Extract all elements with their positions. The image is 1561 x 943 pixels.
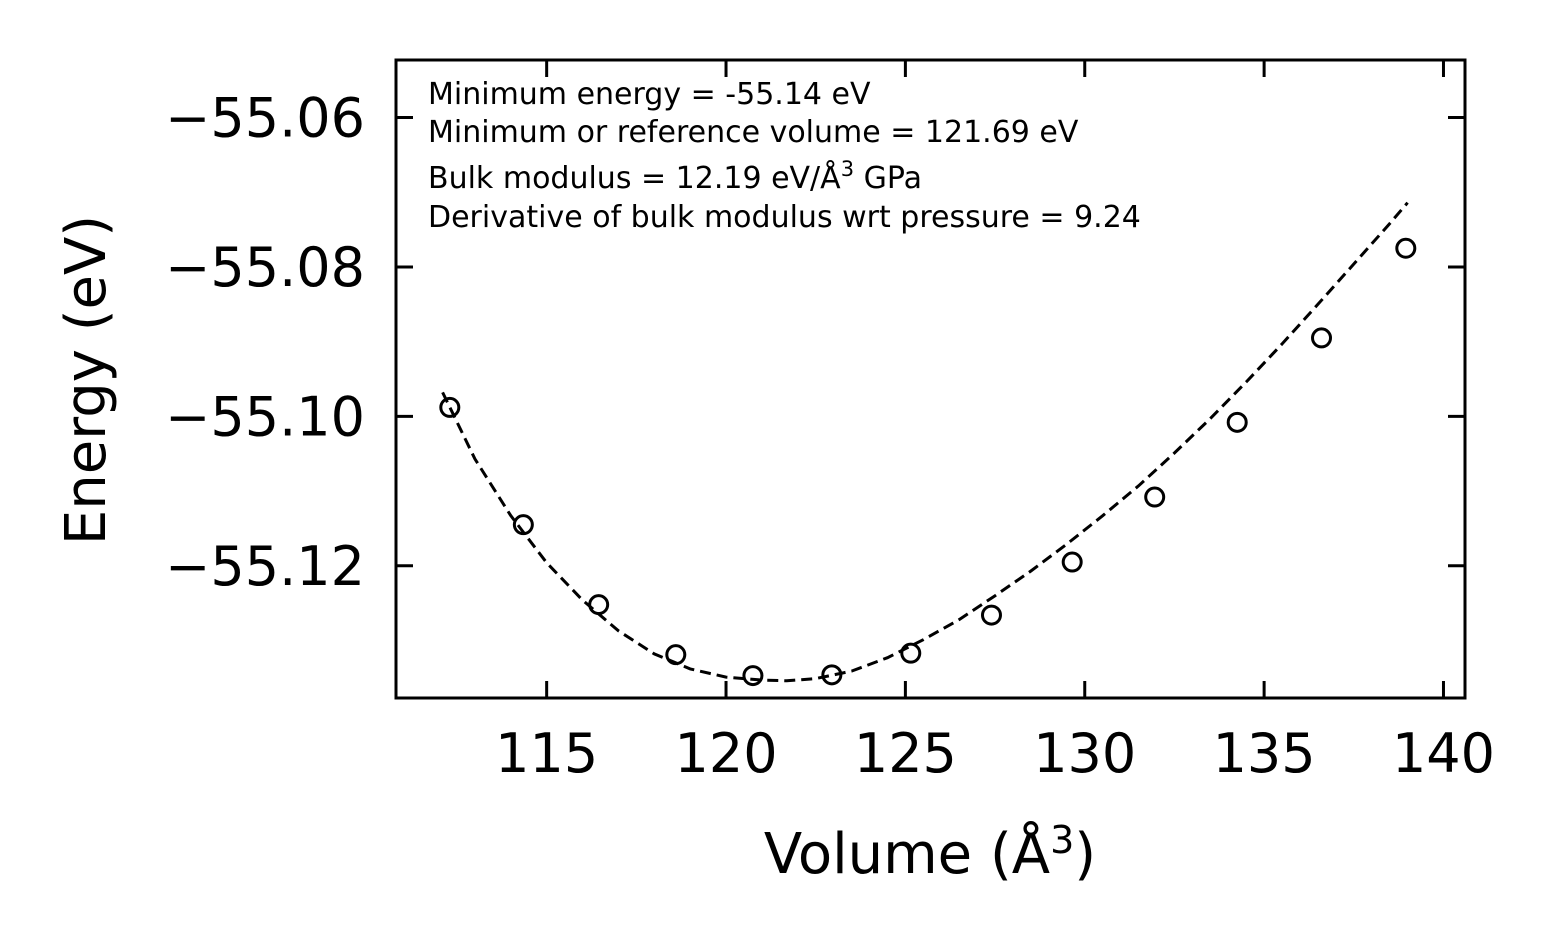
data-point	[821, 664, 843, 686]
annotation-bulk-modulus-sup: 3	[841, 157, 854, 181]
data-point	[1144, 486, 1166, 508]
data-point	[512, 514, 534, 536]
data-point	[1226, 411, 1248, 433]
y-tick-label: −55.10	[165, 385, 365, 448]
annotation-min-energy: Minimum energy = -55.14 eV	[428, 77, 871, 112]
x-tick-label: 135	[1213, 722, 1316, 785]
x-tick-label: 125	[854, 722, 957, 785]
x-tick-labels: 115 120 125 130 135 140	[495, 722, 1495, 785]
annotation-bulk-modulus-text: Bulk modulus = 12.19 eV/Å	[428, 160, 841, 196]
data-point	[980, 604, 1002, 626]
plot-frame	[394, 58, 1467, 700]
x-tick-label: 120	[674, 722, 777, 785]
data-point	[1311, 327, 1333, 349]
x-tick-label: 115	[495, 722, 598, 785]
x-axis-title: Volume (Å3)	[764, 818, 1096, 887]
data-point	[1061, 551, 1083, 573]
x-tick-label: 140	[1392, 722, 1495, 785]
data-point	[588, 594, 610, 616]
y-axis-title: Energy (eV)	[54, 215, 119, 545]
x-axis-title-text: Volume (Å	[764, 821, 1050, 887]
annotation-bulk-modulus-unit: GPa	[854, 161, 922, 196]
data-point	[742, 665, 764, 687]
data-point	[1395, 237, 1417, 259]
data-points	[439, 237, 1417, 687]
data-point	[665, 644, 687, 666]
y-tick-label: −55.08	[165, 236, 365, 299]
x-axis-title-suffix: )	[1074, 822, 1096, 887]
y-tick-labels: −55.06 −55.08 −55.10 −55.12	[165, 87, 365, 598]
fit-curve	[441, 201, 1409, 683]
y-tick-label: −55.06	[165, 87, 365, 150]
annotation-bulk-modulus: Bulk modulus = 12.19 eV/Å3 GPa	[428, 157, 922, 196]
fit-line-group	[441, 201, 1409, 683]
annotation-min-volume: Minimum or reference volume = 121.69 eV	[428, 115, 1079, 150]
y-tick-label: −55.12	[165, 535, 365, 598]
data-point	[900, 642, 922, 664]
annotation-bulk-derivative: Derivative of bulk modulus wrt pressure …	[428, 200, 1141, 235]
data-point	[439, 396, 461, 418]
x-axis-title-sup: 3	[1050, 818, 1074, 862]
ticks	[396, 60, 1465, 698]
x-tick-label: 130	[1033, 722, 1136, 785]
